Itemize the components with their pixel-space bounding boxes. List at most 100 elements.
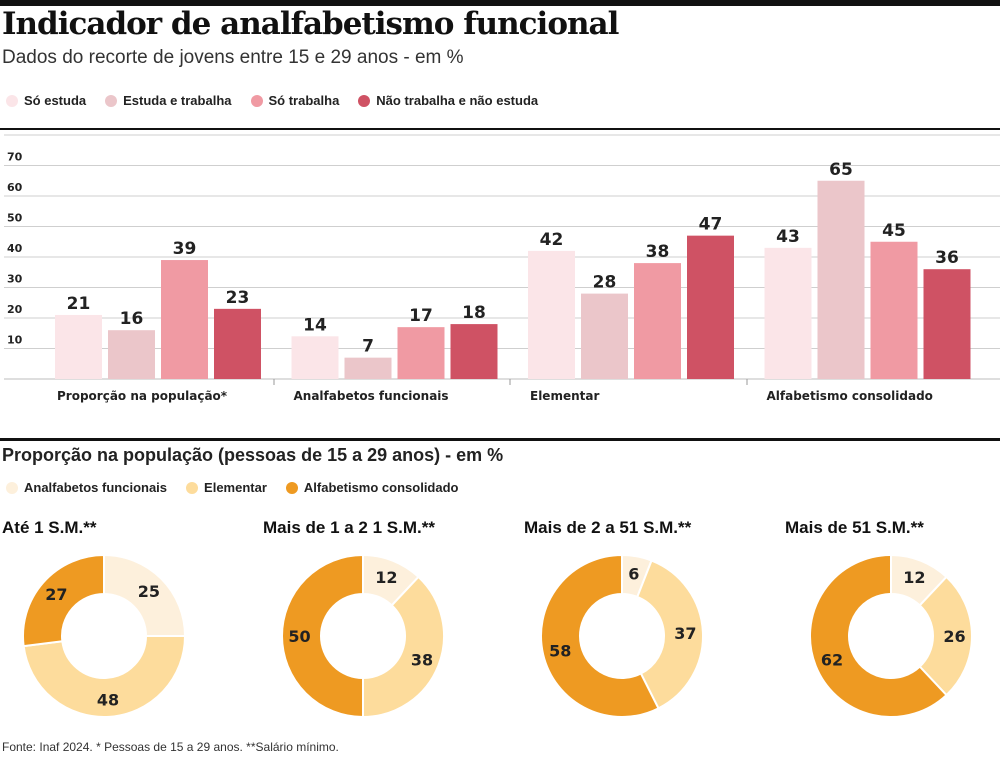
donut-slice bbox=[809, 553, 948, 718]
slice-value-label: 6 bbox=[628, 565, 639, 584]
bar bbox=[764, 247, 812, 379]
legend-item-analfabetos-funcionais: Analfabetos funcionais bbox=[6, 480, 167, 495]
bar-value-label: 17 bbox=[409, 306, 433, 326]
footer-source: Fonte: Inaf 2024. * Pessoas de 15 a 29 a… bbox=[2, 740, 339, 754]
slice-value-label: 12 bbox=[375, 568, 397, 587]
donut-chart: 6 37 58 bbox=[540, 553, 704, 718]
donut-title-ate-1-sm: Até 1 S.M.** bbox=[2, 518, 97, 537]
slice-value-label: 38 bbox=[411, 650, 433, 669]
legend-item-alfabetismo-consolidado: Alfabetismo consolidado bbox=[285, 480, 459, 495]
donut-slice bbox=[918, 575, 973, 697]
bar-chart-top-rule bbox=[0, 128, 1000, 130]
donut-slice bbox=[362, 575, 445, 719]
bar-legend: Só estuda Estuda e trabalha Só trabalha … bbox=[6, 93, 557, 108]
bar-value-label: 18 bbox=[462, 303, 486, 323]
y-tick-label: 30 bbox=[7, 273, 23, 286]
legend-swatch bbox=[186, 481, 199, 494]
legend-swatch bbox=[105, 94, 118, 107]
y-tick-label: 60 bbox=[7, 181, 23, 194]
bar-value-label: 14 bbox=[303, 315, 327, 335]
legend-swatch bbox=[6, 481, 18, 494]
slice-value-label: 48 bbox=[97, 690, 119, 709]
bar bbox=[397, 327, 445, 379]
slice-value-label: 25 bbox=[138, 582, 160, 601]
bar-value-label: 23 bbox=[226, 288, 250, 308]
bar bbox=[344, 357, 392, 379]
bar bbox=[687, 235, 734, 379]
category-label: Elementar bbox=[530, 389, 599, 403]
chart-subtitle: Dados do recorte de jovens entre 15 e 29… bbox=[2, 47, 464, 68]
bar-value-label: 45 bbox=[882, 221, 906, 241]
donut-title-2-a-5-sm: Mais de 2 a 51 S.M.** bbox=[524, 518, 692, 537]
legend-item-nao-trabalha-nao-estuda: Não trabalha e não estuda bbox=[358, 93, 538, 108]
bar bbox=[214, 308, 261, 379]
slice-value-label: 27 bbox=[45, 585, 67, 604]
legend-item-elementar: Elementar bbox=[186, 480, 267, 495]
donut-chart: 12 26 62 bbox=[809, 553, 973, 718]
slice-value-label: 26 bbox=[943, 627, 965, 646]
slice-value-label: 50 bbox=[288, 627, 310, 646]
bar bbox=[161, 260, 208, 379]
legend-label: Elementar bbox=[204, 480, 267, 495]
category-label: Analfabetos funcionais bbox=[294, 389, 449, 403]
y-tick-label: 50 bbox=[7, 212, 23, 225]
bar bbox=[450, 324, 498, 379]
bar bbox=[108, 330, 155, 379]
bar bbox=[870, 241, 918, 379]
legend-swatch bbox=[285, 481, 298, 494]
legend-item-estuda-e-trabalha: Estuda e trabalha bbox=[105, 93, 232, 108]
bar-value-label: 21 bbox=[67, 294, 91, 314]
slice-value-label: 37 bbox=[674, 624, 696, 643]
legend-label: Alfabetismo consolidado bbox=[303, 480, 459, 495]
bar bbox=[923, 269, 971, 379]
donut-slice bbox=[22, 635, 187, 718]
bar-chart: 10 20 30 40 50 60 70 80 21 16 39 23 Proporção na pop… bbox=[4, 130, 1000, 403]
bar-value-label: 28 bbox=[593, 273, 617, 293]
slice-value-label: 12 bbox=[903, 568, 925, 587]
legend-swatch bbox=[250, 94, 263, 107]
donut-charts: 25 48 27 12 38 50 6 37 58 12 26 62 bbox=[22, 553, 973, 719]
donut-slice bbox=[540, 553, 660, 718]
chart-title: Indicador de analfabetismo funcional bbox=[2, 6, 619, 42]
bar-value-label: 36 bbox=[935, 248, 959, 268]
category-label: Proporção na população* bbox=[57, 389, 228, 403]
y-tick-label: 80 bbox=[7, 130, 23, 133]
bar bbox=[55, 314, 102, 379]
category-label: Alfabetismo consolidado bbox=[767, 389, 933, 403]
y-tick-label: 70 bbox=[7, 151, 23, 164]
donut-slice bbox=[636, 559, 704, 710]
donut-section-title: Proporção na população (pessoas de 15 a … bbox=[2, 445, 504, 465]
y-tick-label: 10 bbox=[7, 334, 23, 347]
bar-value-label: 42 bbox=[540, 230, 564, 250]
donut-title-mais-5-sm: Mais de 51 S.M.** bbox=[785, 518, 924, 537]
slice-value-label: 58 bbox=[549, 642, 571, 661]
legend-label: Estuda e trabalha bbox=[123, 93, 232, 108]
bar bbox=[528, 250, 575, 379]
donut-slice bbox=[281, 553, 364, 719]
bar-value-label: 65 bbox=[829, 160, 853, 180]
bar-value-label: 16 bbox=[120, 309, 144, 329]
donut-slice bbox=[22, 553, 105, 648]
donut-title-1-a-2-sm: Mais de 1 a 2 1 S.M.** bbox=[263, 518, 435, 537]
bar bbox=[581, 293, 628, 379]
bar bbox=[817, 180, 865, 379]
y-tick-label: 20 bbox=[7, 303, 23, 316]
legend-swatch bbox=[358, 94, 371, 107]
legend-item-so-trabalha: Só trabalha bbox=[250, 93, 340, 108]
bar-value-label: 39 bbox=[173, 239, 197, 259]
top-bar bbox=[0, 0, 1000, 6]
section-rule bbox=[0, 438, 1000, 441]
y-tick-label: 40 bbox=[7, 242, 23, 255]
bar bbox=[291, 336, 339, 379]
slice-value-label: 62 bbox=[821, 650, 843, 669]
donut-chart: 12 38 50 bbox=[281, 553, 445, 719]
legend-swatch bbox=[6, 94, 18, 107]
legend-label: Só trabalha bbox=[268, 93, 340, 108]
donut-chart: 25 48 27 bbox=[22, 553, 187, 718]
legend-label: Não trabalha e não estuda bbox=[376, 93, 539, 108]
bar bbox=[634, 263, 681, 379]
legend-label: Só estuda bbox=[24, 93, 87, 108]
bar-value-label: 38 bbox=[646, 242, 670, 262]
legend-label: Analfabetos funcionais bbox=[24, 480, 168, 495]
bar-value-label: 43 bbox=[776, 227, 800, 247]
